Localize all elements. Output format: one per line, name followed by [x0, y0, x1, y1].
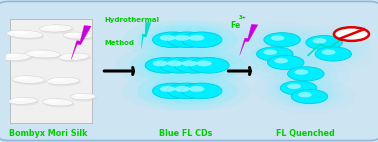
Polygon shape: [71, 26, 91, 60]
Ellipse shape: [62, 54, 76, 57]
Ellipse shape: [43, 100, 74, 107]
Circle shape: [288, 36, 378, 72]
Circle shape: [130, 46, 230, 85]
Ellipse shape: [47, 77, 79, 84]
Circle shape: [167, 83, 207, 99]
Circle shape: [182, 83, 222, 99]
Circle shape: [152, 71, 252, 110]
Circle shape: [263, 50, 277, 55]
Circle shape: [176, 30, 228, 50]
FancyBboxPatch shape: [10, 19, 92, 123]
Ellipse shape: [46, 99, 60, 102]
Circle shape: [175, 35, 190, 41]
Circle shape: [274, 58, 288, 63]
Circle shape: [166, 26, 238, 54]
Circle shape: [122, 71, 223, 110]
Circle shape: [310, 45, 357, 63]
Circle shape: [301, 33, 348, 52]
Ellipse shape: [60, 55, 91, 62]
Ellipse shape: [70, 93, 96, 100]
Circle shape: [242, 41, 308, 67]
Ellipse shape: [7, 30, 43, 38]
Ellipse shape: [72, 95, 97, 102]
Circle shape: [139, 55, 191, 76]
Ellipse shape: [10, 99, 39, 106]
Circle shape: [152, 83, 193, 99]
Circle shape: [262, 53, 310, 72]
Text: 3+: 3+: [239, 14, 247, 20]
Circle shape: [277, 84, 342, 109]
Circle shape: [160, 86, 175, 92]
Circle shape: [237, 22, 328, 58]
Circle shape: [137, 71, 237, 110]
Circle shape: [136, 26, 209, 54]
Circle shape: [291, 89, 328, 104]
Ellipse shape: [39, 25, 72, 32]
Ellipse shape: [41, 27, 74, 34]
Ellipse shape: [67, 33, 80, 36]
Text: Blue FL CDs: Blue FL CDs: [159, 129, 212, 138]
Circle shape: [306, 36, 342, 50]
Circle shape: [294, 69, 308, 75]
Ellipse shape: [59, 53, 89, 60]
Circle shape: [145, 58, 185, 73]
Ellipse shape: [26, 50, 60, 58]
Circle shape: [146, 81, 199, 101]
Polygon shape: [240, 24, 258, 55]
Circle shape: [146, 30, 199, 50]
Ellipse shape: [27, 52, 62, 60]
Polygon shape: [141, 22, 151, 49]
Ellipse shape: [8, 97, 37, 104]
Ellipse shape: [4, 54, 18, 57]
Circle shape: [159, 46, 259, 85]
Circle shape: [313, 38, 327, 44]
Circle shape: [287, 83, 301, 89]
Circle shape: [144, 51, 216, 79]
Circle shape: [152, 20, 252, 59]
Circle shape: [260, 56, 352, 92]
Circle shape: [282, 65, 330, 83]
Text: Fe: Fe: [230, 21, 240, 30]
Text: Hydrothermal: Hydrothermal: [104, 17, 159, 23]
Circle shape: [189, 58, 229, 73]
Circle shape: [266, 75, 332, 101]
Circle shape: [257, 47, 293, 61]
Circle shape: [288, 67, 324, 81]
Ellipse shape: [12, 98, 25, 101]
Ellipse shape: [14, 78, 46, 85]
Circle shape: [129, 51, 201, 79]
Circle shape: [334, 27, 369, 41]
Circle shape: [197, 60, 212, 66]
Circle shape: [189, 86, 204, 92]
Circle shape: [280, 81, 317, 95]
Circle shape: [115, 46, 215, 85]
Circle shape: [151, 77, 223, 105]
Circle shape: [151, 26, 223, 54]
Ellipse shape: [74, 94, 85, 97]
Ellipse shape: [16, 76, 31, 80]
Circle shape: [136, 77, 209, 105]
Circle shape: [253, 50, 319, 75]
Circle shape: [166, 77, 238, 105]
Circle shape: [286, 87, 333, 106]
Circle shape: [153, 60, 168, 66]
Circle shape: [152, 32, 193, 48]
Circle shape: [298, 92, 312, 97]
Circle shape: [160, 35, 175, 41]
Circle shape: [271, 35, 285, 41]
Ellipse shape: [48, 79, 81, 86]
Circle shape: [122, 20, 223, 59]
Circle shape: [249, 27, 315, 53]
Circle shape: [182, 60, 197, 66]
Circle shape: [291, 30, 357, 55]
Circle shape: [154, 55, 206, 76]
Circle shape: [137, 20, 237, 59]
Ellipse shape: [51, 78, 65, 81]
Circle shape: [167, 32, 207, 48]
Ellipse shape: [43, 25, 58, 29]
Circle shape: [161, 81, 213, 101]
Text: Bombyx Mori Silk: Bombyx Mori Silk: [9, 129, 88, 138]
Circle shape: [174, 58, 215, 73]
Ellipse shape: [11, 31, 27, 34]
